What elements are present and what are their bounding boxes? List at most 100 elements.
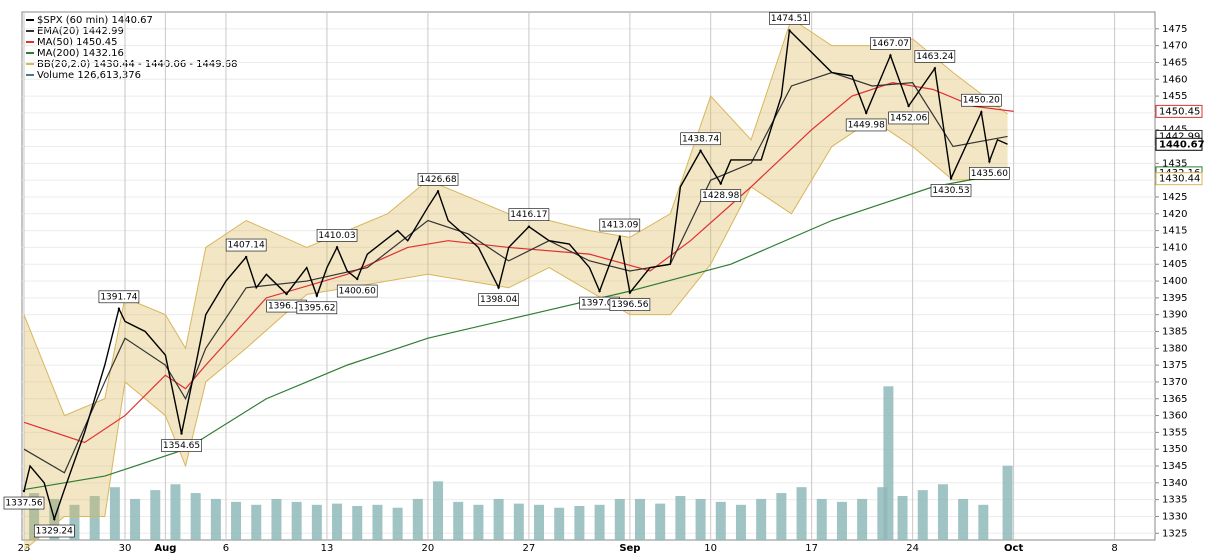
y-tick-label: 1425 — [1162, 192, 1187, 203]
annotation-point — [335, 246, 339, 249]
y-tick-label: 1380 — [1162, 343, 1187, 354]
annotation: 1467.07 — [872, 39, 909, 49]
x-tick-label: 6 — [223, 543, 229, 554]
volume-bar — [554, 507, 565, 540]
annotation-box — [98, 290, 140, 304]
annotation: 1395.62 — [298, 303, 335, 313]
annotation-box — [680, 132, 721, 146]
last-value-label: 1450.45 — [1159, 106, 1200, 117]
y-tick-label: 1410 — [1162, 242, 1187, 253]
volume-bar — [271, 498, 282, 540]
y-tick-label: 1375 — [1162, 360, 1187, 371]
volume-bar — [69, 504, 80, 540]
annotation: 1413.09 — [601, 221, 638, 231]
volume-bar — [352, 505, 363, 540]
y-tick-label: 1465 — [1162, 57, 1187, 68]
volume-bar — [433, 481, 444, 540]
annotation-point — [907, 104, 910, 108]
volume-bar — [513, 503, 524, 540]
annotation: 1397.01 — [581, 299, 618, 309]
y-tick-label: 1350 — [1162, 444, 1187, 455]
annotation: 1428.98 — [702, 191, 739, 201]
annotation: 1450.20 — [963, 96, 1000, 106]
volume-bar — [655, 503, 666, 540]
annotation-point — [497, 286, 500, 289]
volume-bar — [883, 386, 894, 540]
annotation: 1426.68 — [419, 175, 456, 185]
annotation-box — [914, 50, 956, 63]
annotation-box — [417, 173, 459, 186]
annotation-box — [930, 184, 972, 197]
legend-entry: MA(50) 1450.45 — [37, 37, 118, 48]
annotation-point — [527, 225, 531, 228]
last-value-label: 1442.99 — [1159, 131, 1200, 142]
annotation-point — [628, 291, 632, 294]
y-tick-label: 1355 — [1162, 427, 1187, 438]
annotation-point — [618, 235, 621, 239]
volume-bar — [332, 503, 343, 540]
volume-bar — [776, 493, 787, 540]
annotation-box — [508, 208, 550, 221]
volume-bar — [574, 505, 585, 540]
volume-bar — [534, 504, 545, 540]
indicator-line — [23, 172, 1008, 491]
y-tick-label: 1475 — [1162, 24, 1187, 35]
annotation: 1416.17 — [510, 210, 547, 220]
annotation: 1474.51 — [771, 14, 808, 24]
volume-bar — [170, 484, 181, 540]
last-value-box — [1155, 172, 1203, 186]
legend-entry: BB(20,2.0) 1430.44 - 1440.06 - 1449.68 — [37, 59, 238, 70]
y-tick-label: 1415 — [1162, 226, 1187, 237]
annotation-point — [180, 432, 183, 435]
annotation: 1410.03 — [318, 231, 355, 241]
bb-fill — [24, 18, 1008, 551]
last-value-box — [1155, 104, 1203, 118]
annotation-box — [478, 293, 519, 306]
volume-bar — [735, 504, 746, 540]
annotation-box — [161, 439, 202, 452]
annotation-box — [336, 284, 378, 298]
volume-bar — [937, 484, 948, 540]
y-tick-label: 1405 — [1162, 259, 1187, 270]
volume-bar — [291, 501, 302, 540]
volume-bar — [190, 493, 201, 540]
annotation: 1438.74 — [682, 134, 719, 144]
volume-bar — [210, 498, 221, 540]
annotation-box — [769, 12, 810, 25]
volume-bar — [231, 501, 242, 540]
y-tick-label: 1400 — [1162, 276, 1187, 287]
volume-bar — [978, 504, 989, 540]
x-tick-label: 27 — [523, 543, 536, 554]
annotation-point — [864, 111, 868, 115]
volume-bar — [715, 501, 726, 540]
legend-title: $SPX (60 min) 1440.67 — [37, 15, 153, 26]
x-tick-label: Sep — [619, 543, 640, 554]
volume-bar — [311, 504, 322, 540]
annotation-point — [889, 54, 892, 57]
y-tick-label: 1360 — [1162, 411, 1187, 422]
y-tick-label: 1460 — [1162, 74, 1187, 85]
bb-lower — [23, 119, 1008, 551]
annotation: 1396.56 — [611, 300, 648, 310]
annotation-point — [22, 489, 26, 493]
volume-bar — [150, 490, 161, 540]
annotation-box — [969, 167, 1010, 180]
y-tick-label: 1325 — [1162, 528, 1187, 539]
volume-bar — [412, 498, 423, 540]
annotation-point — [788, 29, 791, 32]
annotation-box — [3, 496, 45, 510]
volume-bar — [594, 504, 605, 540]
annotation-box — [225, 238, 267, 252]
volume-bar — [695, 498, 706, 540]
annotation-box — [609, 298, 651, 311]
y-tick-label: 1435 — [1162, 158, 1187, 169]
x-tick-label: 20 — [422, 543, 435, 554]
annotation-box — [888, 111, 929, 125]
annotation: 1407.14 — [228, 241, 265, 251]
y-tick-label: 1340 — [1162, 478, 1187, 489]
annotation-box — [296, 301, 338, 315]
volume-bar — [756, 498, 767, 540]
legend-bg — [23, 13, 243, 83]
volume-bar — [796, 487, 807, 540]
